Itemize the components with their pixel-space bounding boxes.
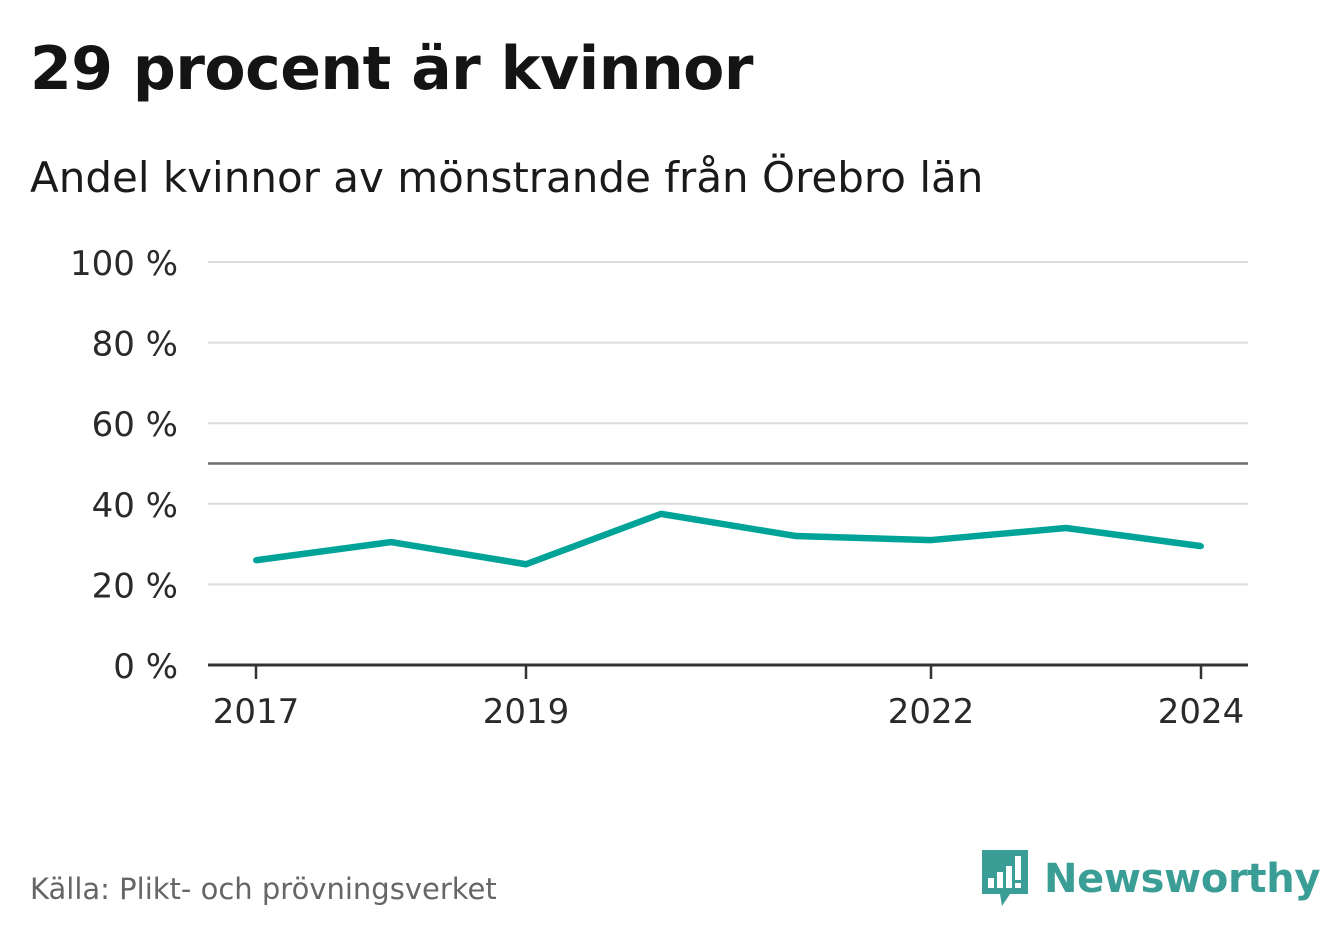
x-tick-label: 2022 [888, 692, 975, 732]
data-point-2024 [1198, 543, 1204, 550]
brand-logo: Newsworthy [980, 848, 1321, 910]
y-tick-label: 100 % [70, 244, 178, 284]
series-group [253, 510, 1204, 568]
line-chart: 0 % 20 % 40 % 60 % 80 % 100 % 2017 2019 2022 202… [70, 244, 1248, 732]
y-tick-label: 0 % [113, 647, 178, 687]
y-tick-label: 20 % [92, 566, 178, 606]
data-point-2022 [928, 537, 934, 544]
x-tick-label: 2024 [1158, 692, 1245, 732]
data-point-2017 [253, 557, 259, 564]
data-point-2021 [793, 533, 799, 540]
y-tick-labels: 0 % 20 % 40 % 60 % 80 % 100 % [70, 244, 178, 687]
x-tick-labels: 2017 2019 2022 2024 [213, 665, 1245, 732]
brand-name: Newsworthy [1044, 856, 1321, 902]
data-point-2023 [1063, 524, 1069, 531]
newsworthy-logo-icon [982, 850, 1028, 906]
data-point-2019 [523, 561, 529, 568]
y-tick-label: 40 % [92, 486, 178, 526]
y-tick-label: 80 % [92, 325, 178, 365]
data-point-2018 [388, 539, 394, 546]
chart-subtitle: Andel kvinnor av mönstrande från Örebro … [30, 153, 984, 202]
grid-lines [208, 261, 1248, 586]
data-point-2020 [658, 510, 664, 517]
series-line [255, 510, 1202, 568]
x-tick-label: 2017 [213, 692, 300, 732]
source-note: Källa: Plikt- och prövningsverket [30, 872, 497, 906]
chart-title: 29 procent är kvinnor [30, 34, 753, 104]
y-tick-label: 60 % [92, 405, 178, 445]
x-tick-label: 2019 [483, 692, 570, 732]
